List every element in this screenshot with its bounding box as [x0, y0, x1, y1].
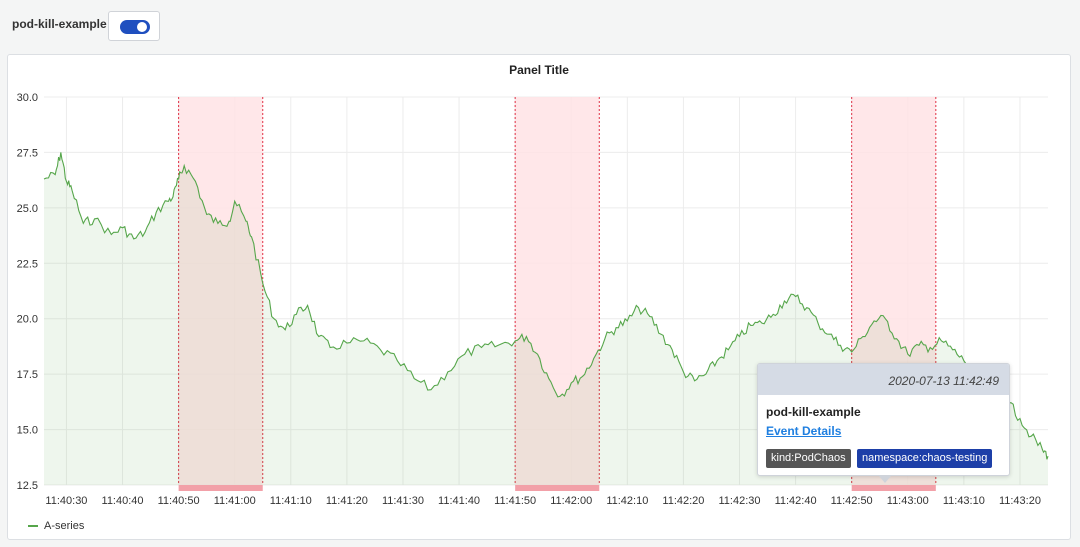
- annotation-toggle-switch[interactable]: [120, 20, 150, 34]
- event-details-link[interactable]: Event Details: [766, 424, 842, 438]
- x-tick-label: 11:41:50: [494, 495, 536, 507]
- annotation-toggle-container: [108, 11, 160, 41]
- panel-title[interactable]: Panel Title: [509, 63, 569, 77]
- x-axis: 11:40:30 11:40:40 11:40:50 11:41:00 11:41:10…: [45, 495, 1041, 507]
- toggle-knob: [137, 22, 147, 32]
- x-tick-label: 11:43:20: [999, 495, 1041, 507]
- annotation-marker: [515, 485, 600, 491]
- annotation-region: [178, 97, 263, 485]
- dashboard-variables-bar: pod-kill-example: [0, 0, 1080, 48]
- legend-swatch: [28, 525, 38, 528]
- x-tick-label: 11:42:30: [719, 495, 761, 507]
- tag-namespace[interactable]: namespace:chaos-testing: [857, 449, 993, 468]
- y-tick-label: 27.5: [17, 147, 38, 159]
- annotation-tooltip: 2020-07-13 11:42:49 pod-kill-example Eve…: [757, 363, 1010, 483]
- y-axis: 30.0 27.5 25.0 22.5 20.0 17.5 15.0 12.5: [17, 92, 38, 492]
- legend: A-series: [28, 520, 84, 532]
- tooltip-arrow: [879, 476, 891, 483]
- x-tick-label: 11:41:20: [326, 495, 368, 507]
- y-tick-label: 22.5: [17, 258, 38, 270]
- y-tick-label: 15.0: [17, 425, 38, 437]
- x-tick-label: 11:41:40: [438, 495, 480, 507]
- y-tick-label: 30.0: [17, 92, 38, 104]
- tag-kind[interactable]: kind:PodChaos: [766, 449, 851, 468]
- legend-item-a-series[interactable]: A-series: [44, 520, 85, 532]
- x-tick-label: 11:40:40: [102, 495, 144, 507]
- x-tick-label: 11:42:50: [831, 495, 873, 507]
- annotation-toggle-label: pod-kill-example: [12, 17, 107, 31]
- x-tick-label: 11:40:50: [158, 495, 200, 507]
- x-tick-label: 11:41:10: [270, 495, 312, 507]
- y-tick-label: 17.5: [17, 369, 38, 381]
- x-tick-label: 11:41:00: [214, 495, 256, 507]
- y-tick-label: 25.0: [17, 203, 38, 215]
- x-tick-label: 11:42:20: [662, 495, 704, 507]
- annotation-marker: [851, 485, 936, 491]
- x-tick-label: 11:43:00: [887, 495, 929, 507]
- series-line: [43, 152, 1049, 460]
- x-tick-label: 11:42:00: [550, 495, 592, 507]
- x-tick-label: 11:42:10: [606, 495, 648, 507]
- x-tick-label: 11:42:40: [775, 495, 817, 507]
- tooltip-title: pod-kill-example: [766, 405, 861, 419]
- x-tick-label: 11:41:30: [382, 495, 424, 507]
- y-tick-label: 20.0: [17, 314, 38, 326]
- annotation-marker: [178, 485, 263, 491]
- y-tick-label: 12.5: [17, 480, 38, 492]
- tooltip-time: 2020-07-13 11:42:49: [758, 364, 1009, 395]
- x-tick-label: 11:43:10: [943, 495, 985, 507]
- annotation-region: [515, 97, 600, 485]
- x-tick-label: 11:40:30: [45, 495, 87, 507]
